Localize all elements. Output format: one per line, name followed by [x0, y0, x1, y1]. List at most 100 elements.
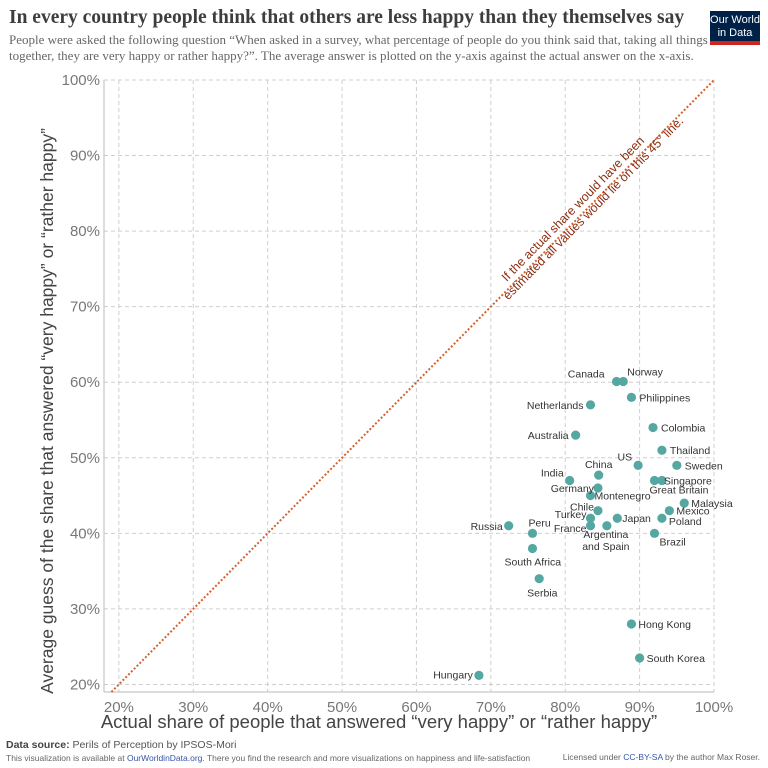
point-label: Russia — [471, 521, 503, 533]
data-point — [626, 619, 637, 629]
data-point — [585, 513, 596, 523]
data-point — [657, 445, 667, 455]
license-suffix: by the author Max Roser. — [665, 752, 760, 762]
point-label: Hungary — [433, 669, 473, 681]
point-label: Hong Kong — [638, 619, 691, 631]
point-label: Chile — [570, 502, 594, 514]
axes: 20% 30% 40% 50% 60% 70% 80% 90% 100% 20% 30% 40% 50%… — [62, 72, 734, 716]
data-point — [672, 460, 682, 470]
point-label: Germany — [551, 483, 595, 495]
point-label: Peru — [528, 517, 550, 529]
data-point — [611, 376, 622, 387]
data-point — [648, 422, 658, 433]
point-label: Singapore — [664, 475, 712, 487]
reference-annotation-line-1: If the actual share would have been — [499, 134, 647, 284]
owid-link[interactable]: OurWorldinData.org — [126, 752, 203, 763]
point-label: Philippines — [639, 392, 690, 404]
y-tick-label: 40% — [70, 525, 100, 542]
y-tick-label: 60% — [70, 374, 100, 391]
point-label: Montenegro — [595, 491, 651, 503]
data-point — [594, 470, 604, 480]
point-label: and Spain — [582, 541, 629, 553]
data-point — [585, 521, 596, 531]
x-tick-label: 80% — [550, 699, 580, 716]
data-point — [635, 653, 645, 663]
chart-title: In every country people think that other… — [9, 7, 685, 28]
point-label: South Africa — [504, 556, 561, 568]
point-label: Mexico — [676, 506, 709, 518]
reference-annotation-line-2: estimated all values would lie on this 4… — [500, 114, 686, 303]
data-point — [602, 521, 612, 531]
data-point — [618, 376, 628, 387]
data-point — [657, 475, 667, 486]
data-point — [612, 513, 622, 523]
x-tick-label: 20% — [104, 699, 134, 716]
point-label: France — [554, 523, 587, 535]
availability-prefix: This visualization is available at — [6, 752, 125, 763]
point-label: Canada — [568, 368, 605, 380]
footer: Data source: Perils of Perception by IPS… — [6, 739, 530, 764]
logo-line-2: in Data — [717, 27, 753, 39]
license-link[interactable]: CC-BY-SA — [623, 752, 663, 762]
x-tick-label: 100% — [695, 699, 733, 716]
data-point — [664, 506, 674, 516]
y-tick-label: 20% — [70, 676, 100, 693]
source-label: Data source: — [6, 739, 70, 751]
x-tick-label: 50% — [327, 699, 357, 716]
point-label: Argentina — [583, 529, 628, 541]
data-point — [527, 528, 538, 538]
logo-line-1: Our World — [710, 14, 760, 26]
x-tick-label: 30% — [178, 699, 208, 716]
y-tick-label: 30% — [70, 601, 100, 618]
point-label: Netherlands — [527, 400, 584, 412]
data-point — [657, 513, 667, 523]
data-point — [626, 392, 637, 402]
owid-logo[interactable]: Our World in Data — [710, 11, 760, 45]
y-tick-label: 80% — [70, 223, 100, 240]
data-point — [633, 460, 643, 470]
reference-45-line — [110, 79, 715, 693]
logo-accent-bar — [710, 41, 760, 45]
y-tick-label: 50% — [70, 450, 100, 467]
point-label: Norway — [627, 366, 663, 378]
x-tick-label: 40% — [253, 699, 283, 716]
x-tick-label: 60% — [401, 699, 431, 716]
data-point — [649, 528, 660, 538]
data-point — [571, 430, 581, 440]
point-label: South Korea — [647, 653, 706, 665]
y-axis-label: Average guess of the share that answered… — [37, 128, 57, 694]
point-label: Great Britain — [649, 484, 708, 496]
data-point — [504, 521, 514, 531]
data-point — [527, 543, 538, 554]
point-label: Japan — [622, 513, 651, 525]
point-labels: Canada Norway Philippines Netherlands Austra… — [433, 366, 733, 681]
point-label: Thailand — [670, 445, 710, 457]
x-axis-label: Actual share of people that answered “ve… — [101, 711, 657, 732]
license-prefix: Licensed under — [562, 752, 621, 762]
y-tick-label: 100% — [62, 72, 100, 89]
y-tick-label: 70% — [70, 299, 100, 316]
data-point — [585, 400, 596, 410]
data-point — [679, 498, 689, 508]
point-label: Poland — [669, 516, 702, 528]
chart-subtitle: People were asked the following question… — [9, 32, 708, 63]
data-point — [593, 483, 603, 493]
grid — [104, 79, 715, 692]
point-label: Malaysia — [691, 498, 733, 510]
point-label: Australia — [528, 430, 569, 442]
scatter-chart: 20% 30% 40% 50% 60% 70% 80% 90% 100% 20% 30% 40% 50%… — [37, 72, 734, 732]
point-label: China — [585, 459, 613, 471]
point-label: US — [618, 451, 633, 463]
data-points — [474, 376, 689, 680]
source-text: Perils of Perception by IPSOS-Mori — [72, 739, 237, 751]
data-point — [593, 506, 603, 516]
data-point — [585, 490, 596, 501]
point-label: Colombia — [661, 423, 706, 435]
point-label: Turkey — [555, 509, 587, 521]
x-tick-label: 90% — [625, 699, 655, 716]
license-note: Licensed under CC-BY-SA by the author Ma… — [563, 752, 760, 762]
data-point — [565, 475, 575, 486]
x-tick-label: 70% — [476, 699, 506, 716]
point-label: India — [541, 467, 564, 479]
point-label: Sweden — [685, 460, 723, 472]
